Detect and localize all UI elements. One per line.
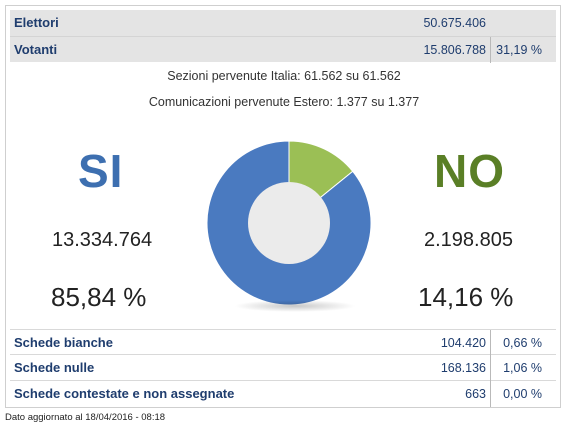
schede-percent: 0,66 % xyxy=(490,330,556,356)
schede-value: 104.420 xyxy=(440,336,486,350)
schede-value: 168.136 xyxy=(440,361,486,375)
schede-row: Schede nulle 168.136 1,06 % xyxy=(10,355,556,381)
si-votes: 13.334.764 xyxy=(52,229,153,251)
schede-label: Schede contestate e non assegnate xyxy=(14,386,235,401)
no-percent: 14,16 % xyxy=(418,282,514,312)
donut-hole xyxy=(248,182,330,264)
schede-row: Schede bianche 104.420 0,66 % xyxy=(10,329,556,356)
votanti-value: 15.806.788 xyxy=(423,43,486,57)
votanti-label: Votanti xyxy=(14,42,58,57)
votanti-percent: 31,19 % xyxy=(490,37,556,63)
votanti-row: Votanti 15.806.788 31,19 % xyxy=(10,36,556,63)
sezioni-text: Sezioni pervenute Italia: 61.562 su 61.5… xyxy=(167,69,401,83)
results-donut-chart xyxy=(206,140,372,306)
update-footer: Dato aggiornato al 18/04/2016 - 08:18 xyxy=(5,412,166,423)
schede-percent: 0,00 % xyxy=(490,381,556,407)
schede-row: Schede contestate e non assegnate 663 0,… xyxy=(10,381,556,407)
schede-percent: 1,06 % xyxy=(490,355,556,381)
elettori-value: 50.675.406 xyxy=(423,16,486,30)
elettori-label: Elettori xyxy=(14,15,59,30)
si-label: SI xyxy=(78,145,124,197)
results-panel: Elettori 50.675.406 Votanti 15.806.788 3… xyxy=(5,5,561,408)
donut-shadow xyxy=(234,300,356,312)
no-label: NO xyxy=(434,145,505,197)
schede-label: Schede nulle xyxy=(14,360,95,375)
no-votes: 2.198.805 xyxy=(424,229,513,251)
schede-label: Schede bianche xyxy=(14,335,113,350)
elettori-row: Elettori 50.675.406 xyxy=(10,10,556,36)
estero-text: Comunicazioni pervenute Estero: 1.377 su… xyxy=(148,95,420,109)
si-percent: 85,84 % xyxy=(51,282,147,312)
schede-value: 663 xyxy=(465,387,486,401)
